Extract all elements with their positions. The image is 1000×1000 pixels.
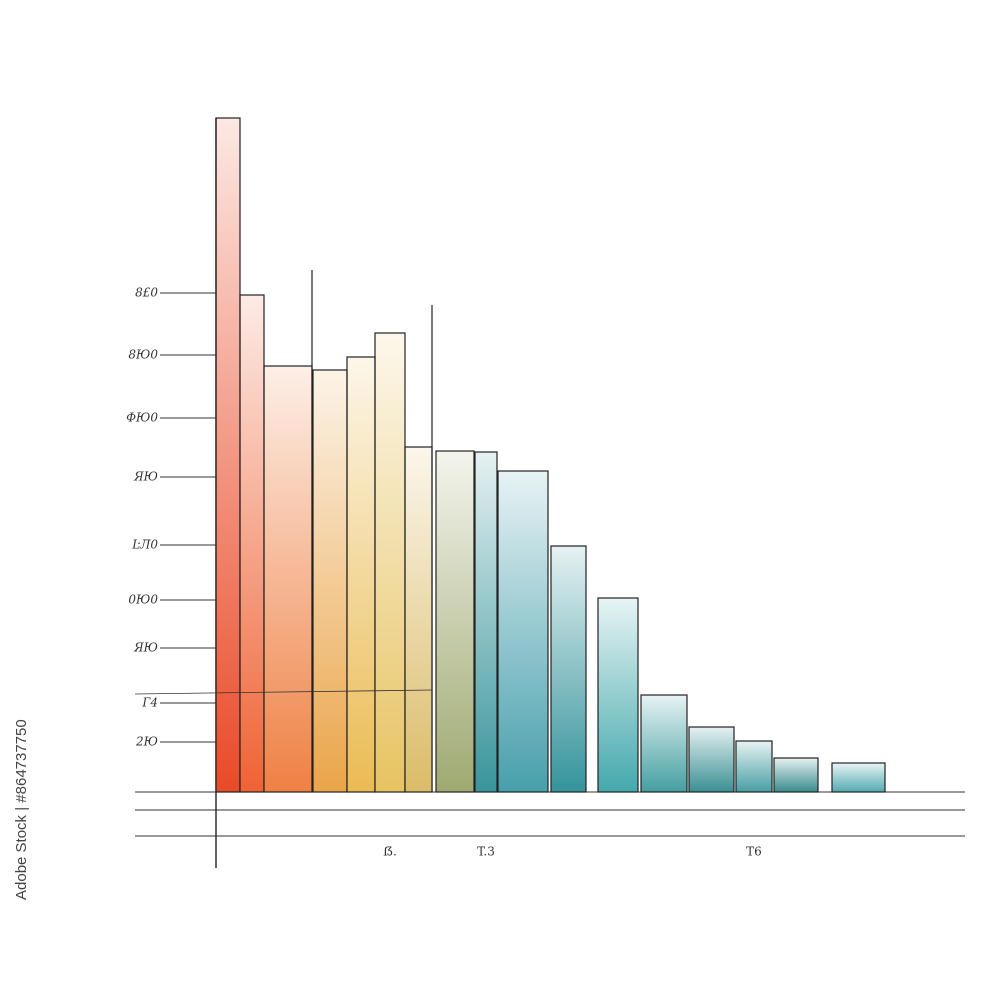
y-tick-label: Г4 <box>141 696 158 710</box>
y-tick-label: ЯЮ <box>133 641 158 655</box>
bar <box>831 762 886 793</box>
bar <box>346 356 376 793</box>
bar <box>550 545 587 793</box>
x-tick-label: T6 <box>746 845 762 859</box>
y-tick-label: 2Ю <box>135 735 158 749</box>
bar <box>239 294 265 793</box>
y-tick-label: 0Ю0 <box>128 593 158 607</box>
bar <box>215 117 241 793</box>
bar <box>497 470 549 793</box>
watermark: Adobe Stock | #864737750 <box>13 719 30 900</box>
bar <box>312 369 348 793</box>
bar <box>640 694 688 793</box>
y-tick-label: 8Ю0 <box>128 348 158 362</box>
bar <box>597 597 639 793</box>
bar <box>474 451 498 793</box>
bar <box>773 757 819 793</box>
bar <box>404 446 433 793</box>
y-tick-label: 8£0 <box>135 286 158 300</box>
bar <box>435 450 475 793</box>
decor-line <box>134 689 433 695</box>
y-tick-label: ЯЮ <box>133 470 158 484</box>
bar <box>688 726 735 793</box>
x-tick-label: ẞ. <box>383 845 397 859</box>
y-tick-label: ФЮ0 <box>126 411 158 425</box>
bar <box>374 332 406 793</box>
bar <box>735 740 773 793</box>
y-tick-label: ĿЛ0 <box>131 538 158 552</box>
x-tick-label: T.3 <box>477 845 495 859</box>
bar <box>263 365 313 793</box>
